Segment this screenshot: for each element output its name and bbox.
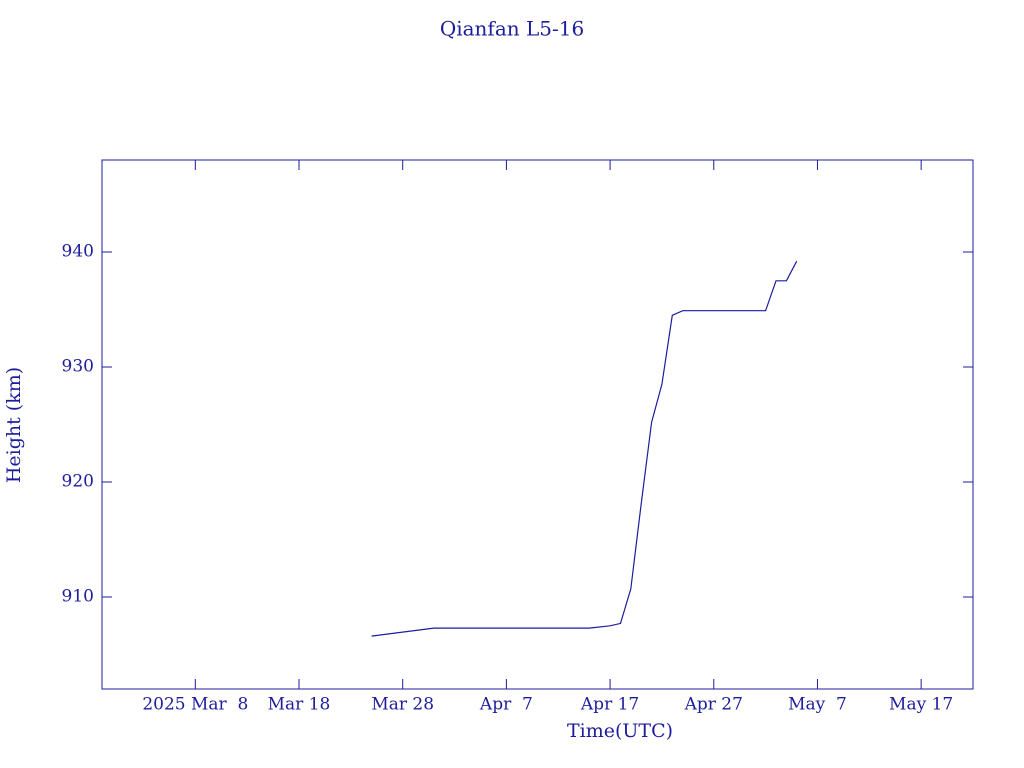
- y-tick-label: 930: [62, 357, 94, 377]
- x-tick-label: 2025 Mar 8: [142, 695, 248, 715]
- x-tick-label: Apr 7: [479, 695, 533, 715]
- x-tick-label: Mar 28: [371, 695, 434, 715]
- y-tick-label: 920: [62, 472, 94, 492]
- y-axis-label: Height (km): [3, 367, 25, 483]
- x-tick-label: Apr 17: [580, 695, 639, 715]
- x-tick-label: May 7: [788, 695, 847, 715]
- x-tick-label: Apr 27: [684, 695, 743, 715]
- chart-title: Qianfan L5-16: [440, 17, 584, 41]
- y-tick-label: 910: [62, 587, 94, 607]
- x-tick-label: May 17: [889, 695, 953, 715]
- x-tick-label: Mar 18: [268, 695, 331, 715]
- plot-frame: [101, 159, 974, 690]
- x-axis-label: Time(UTC): [567, 720, 673, 742]
- y-tick-label: 940: [62, 242, 94, 262]
- data-line: [371, 260, 798, 637]
